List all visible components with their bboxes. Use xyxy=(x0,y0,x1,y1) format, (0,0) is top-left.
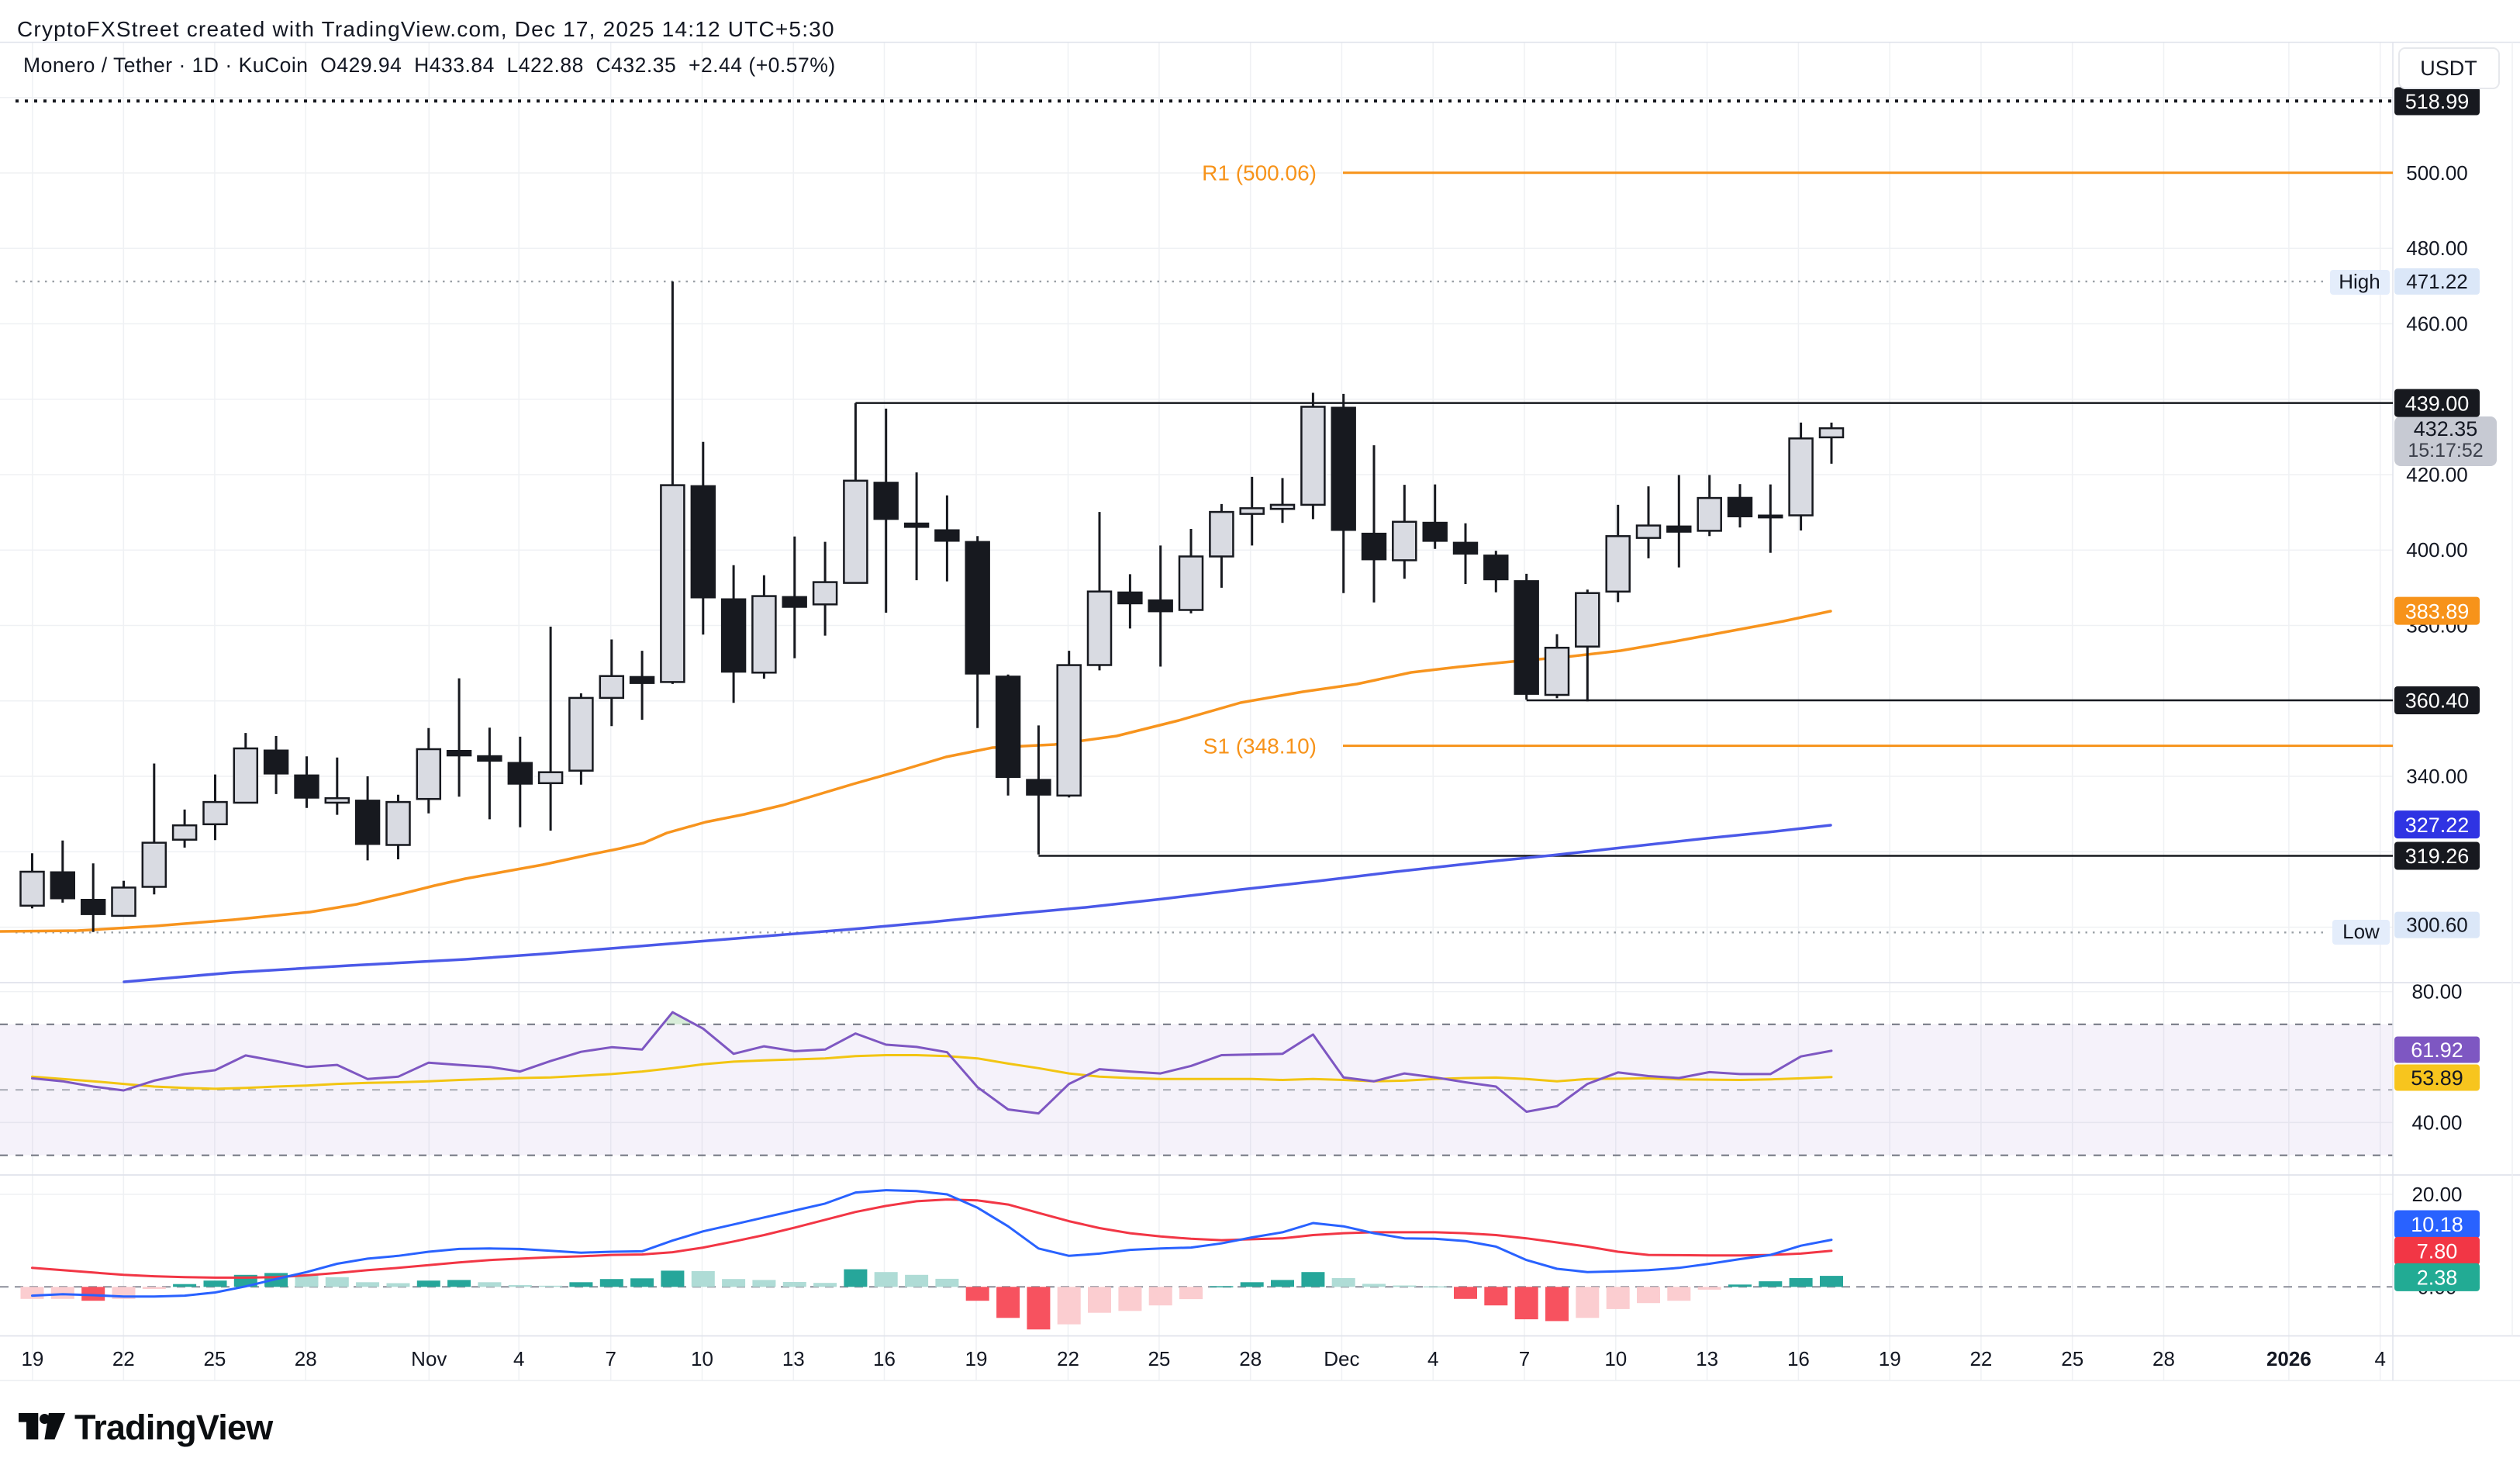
svg-text:USDT: USDT xyxy=(2420,57,2477,80)
svg-text:28: 28 xyxy=(1239,1347,1262,1370)
svg-text:2.38: 2.38 xyxy=(2417,1266,2458,1290)
svg-text:80.00: 80.00 xyxy=(2411,980,2462,1004)
svg-text:28: 28 xyxy=(2152,1347,2175,1370)
svg-text:19: 19 xyxy=(965,1347,988,1370)
svg-text:400.00: 400.00 xyxy=(2406,538,2468,562)
svg-text:15:17:52: 15:17:52 xyxy=(2408,440,2483,461)
svg-text:518.99: 518.99 xyxy=(2405,90,2470,113)
svg-text:4: 4 xyxy=(1427,1347,1438,1370)
svg-text:432.35: 432.35 xyxy=(2414,417,2478,441)
svg-text:S1 (348.10): S1 (348.10) xyxy=(1203,734,1317,758)
svg-text:25: 25 xyxy=(2061,1347,2083,1370)
svg-text:R1 (500.06): R1 (500.06) xyxy=(1202,161,1317,185)
svg-text:439.00: 439.00 xyxy=(2405,392,2470,415)
svg-text:20.00: 20.00 xyxy=(2411,1183,2462,1206)
svg-text:22: 22 xyxy=(1969,1347,1992,1370)
svg-text:High: High xyxy=(2339,270,2380,293)
svg-text:19: 19 xyxy=(21,1347,43,1370)
svg-text:Low: Low xyxy=(2342,920,2380,943)
svg-text:460.00: 460.00 xyxy=(2406,313,2468,336)
svg-text:22: 22 xyxy=(1057,1347,1079,1370)
svg-text:Monero / Tether · 1D · KuCoin: Monero / Tether · 1D · KuCoin O429.94 H4… xyxy=(23,54,836,77)
svg-text:16: 16 xyxy=(873,1347,896,1370)
svg-text:13: 13 xyxy=(1696,1347,1718,1370)
svg-text:10: 10 xyxy=(691,1347,713,1370)
svg-text:360.40: 360.40 xyxy=(2405,689,2470,713)
svg-text:61.92: 61.92 xyxy=(2411,1038,2463,1062)
svg-text:4: 4 xyxy=(2374,1347,2385,1370)
svg-text:7: 7 xyxy=(605,1347,616,1370)
svg-text:40.00: 40.00 xyxy=(2411,1111,2462,1134)
svg-text:25: 25 xyxy=(203,1347,226,1370)
svg-text:10: 10 xyxy=(1604,1347,1627,1370)
svg-text:TradingView: TradingView xyxy=(74,1408,274,1447)
svg-text:2026: 2026 xyxy=(2266,1347,2311,1370)
svg-text:480.00: 480.00 xyxy=(2406,237,2468,260)
svg-text:500.00: 500.00 xyxy=(2406,161,2468,185)
svg-text:19: 19 xyxy=(1879,1347,1901,1370)
svg-text:319.26: 319.26 xyxy=(2405,845,2470,868)
svg-text:25: 25 xyxy=(1148,1347,1170,1370)
svg-text:327.22: 327.22 xyxy=(2405,814,2470,837)
svg-text:28: 28 xyxy=(295,1347,317,1370)
svg-text:4: 4 xyxy=(513,1347,524,1370)
svg-text:CryptoFXStreet created with Tr: CryptoFXStreet created with TradingView.… xyxy=(17,17,835,41)
svg-text:420.00: 420.00 xyxy=(2406,463,2468,486)
svg-text:Nov: Nov xyxy=(411,1347,447,1370)
svg-text:383.89: 383.89 xyxy=(2405,600,2470,623)
svg-text:471.22: 471.22 xyxy=(2406,270,2468,293)
svg-text:53.89: 53.89 xyxy=(2411,1066,2463,1090)
svg-text:10.18: 10.18 xyxy=(2411,1213,2463,1236)
svg-text:16: 16 xyxy=(1787,1347,1810,1370)
svg-text:Dec: Dec xyxy=(1324,1347,1359,1370)
svg-text:7.80: 7.80 xyxy=(2417,1240,2458,1263)
svg-text:300.60: 300.60 xyxy=(2406,914,2468,937)
svg-text:13: 13 xyxy=(782,1347,805,1370)
svg-text:22: 22 xyxy=(112,1347,135,1370)
svg-text:340.00: 340.00 xyxy=(2406,765,2468,788)
svg-text:7: 7 xyxy=(1519,1347,1530,1370)
